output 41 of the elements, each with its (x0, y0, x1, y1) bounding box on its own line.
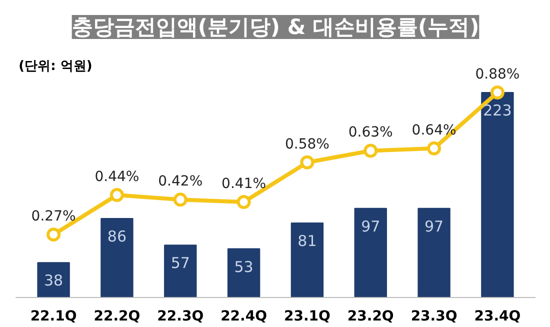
data-label: 0.42% (158, 174, 203, 190)
x-tick-label: 22.4Q (220, 308, 268, 324)
x-tick-label: 23.4Q (474, 308, 521, 324)
data-label: 53 (234, 258, 254, 276)
bar (227, 248, 260, 298)
point (110, 188, 124, 202)
point (46, 228, 61, 242)
x-tick-label: 22.1Q (30, 308, 77, 324)
bar (290, 222, 324, 298)
point (300, 155, 314, 170)
data-label: 0.88% (475, 66, 520, 82)
data-label: 0.63% (348, 124, 393, 141)
data-label: 97 (361, 217, 380, 236)
point (490, 86, 504, 100)
text: (단위: 억원) (18, 58, 92, 74)
point (236, 195, 251, 209)
x-tick-label: 23.3Q (410, 308, 458, 324)
data-label: 0.41% (222, 176, 266, 192)
x-tick-label: 23.2Q (347, 308, 394, 324)
point (173, 192, 188, 207)
bar (481, 92, 514, 298)
bar (37, 262, 70, 298)
data-label: 57 (170, 254, 190, 272)
data-label: 38 (44, 272, 64, 290)
data-label: 0.27% (31, 208, 76, 225)
bar (100, 218, 134, 298)
data-label: 81 (298, 232, 317, 250)
data-label: 86 (107, 227, 127, 246)
x-tick-label: 22.3Q (157, 308, 204, 324)
point (364, 144, 378, 158)
bar (164, 244, 197, 298)
x-tick-label: 22.2Q (94, 308, 140, 324)
bar (354, 208, 387, 298)
point (427, 141, 442, 156)
x-tick-label: 23.1Q (284, 308, 331, 324)
chart-title: 충당금전입액(분기당) & 대손비용률(누적) (72, 15, 480, 39)
data-label: 0.44% (94, 169, 140, 185)
data-label: 0.58% (284, 136, 330, 152)
bar (418, 208, 450, 298)
data-label: 223 (483, 102, 512, 120)
data-label: 97 (424, 217, 444, 236)
